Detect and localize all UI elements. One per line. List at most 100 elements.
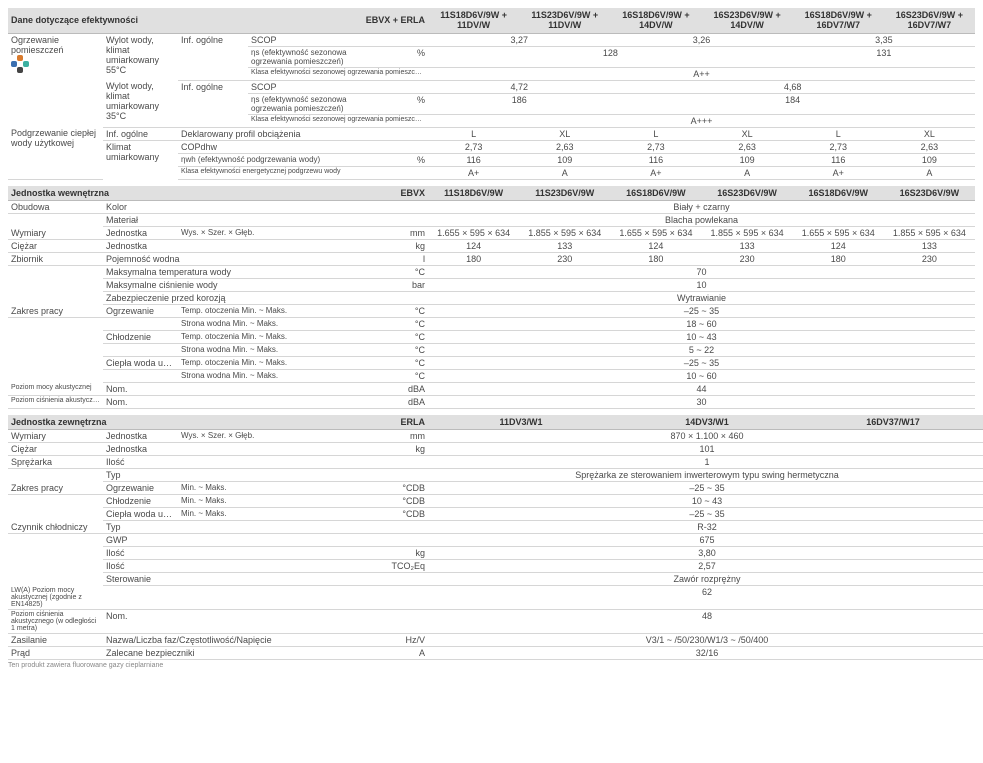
table-row: MateriałBlacha powlekana xyxy=(8,214,975,227)
value: A xyxy=(519,166,610,179)
category-cell: Poziom ciśnienia akustycznego (w odległo… xyxy=(8,609,103,633)
value: 230 xyxy=(519,253,610,266)
value: R-32 xyxy=(428,521,983,534)
subgroup-label xyxy=(103,586,388,610)
value: L xyxy=(610,127,701,140)
unit xyxy=(388,127,428,140)
value: Blacha powlekana xyxy=(428,214,975,227)
unit xyxy=(388,140,428,153)
unit xyxy=(388,573,428,586)
value: 2,63 xyxy=(519,140,610,153)
value: 70 xyxy=(428,266,975,279)
category-cell: Sprężarka xyxy=(8,456,103,469)
model-col: 16S18D6V/9W xyxy=(610,186,701,201)
model-col: 16S18D6V/9W + 16DV7/W7 xyxy=(793,8,884,33)
table-row: SprężarkaIlość1 xyxy=(8,456,983,469)
table-row: TypSprężarka ze sterowaniem inwerterowym… xyxy=(8,469,983,482)
value: A+ xyxy=(610,166,701,179)
value: 1.855 × 595 × 634 xyxy=(519,227,610,240)
category-cell: Czynnik chłodniczy xyxy=(8,521,103,534)
unit: °C xyxy=(388,370,428,383)
model-col: 11S18D6V/9W + 11DV/W xyxy=(428,8,519,33)
table-row: Zabezpieczenie przed korozją Wytrawianie xyxy=(8,292,975,305)
param-label: Min. ~ Maks. xyxy=(178,482,388,495)
subgroup-label: Maksymalna temperatura wody xyxy=(103,266,388,279)
category-cell: Podgrzewanie ciepłej wody użytkowej xyxy=(8,127,103,179)
param-label: Wys. × Szer. × Głęb. xyxy=(178,430,388,443)
subgroup-label: Typ xyxy=(103,521,388,534)
header-row: Jednostka wewnętrzna EBVX 11S18D6V/9W 11… xyxy=(8,186,975,201)
param-label: ηs (efektywność sezonowa ogrzewania pomi… xyxy=(248,46,388,67)
subgroup-label: Ciepła woda użytkowa xyxy=(103,508,178,521)
value: 2,57 xyxy=(428,560,983,573)
param-label: Temp. otoczenia Min. ~ Maks. xyxy=(178,331,388,344)
unit xyxy=(388,609,428,633)
unit: dBA xyxy=(388,383,428,396)
category-cell xyxy=(8,357,103,370)
param-label: Min. ~ Maks. xyxy=(178,495,388,508)
table-row: ChłodzenieTemp. otoczenia Min. ~ Maks.°C… xyxy=(8,331,975,344)
model-col: 14DV3/W1 xyxy=(614,415,800,430)
category-cell xyxy=(8,266,103,279)
value: 48 xyxy=(428,609,983,633)
subgroup-label: Ciepła woda użytkowa xyxy=(103,357,178,370)
unit: °C xyxy=(388,305,428,318)
table-row: Wylot wody, klimat umiarkowany 35°C Inf.… xyxy=(8,80,975,93)
unit xyxy=(388,586,428,610)
param-label: SCOP xyxy=(248,80,388,93)
category-cell xyxy=(8,534,103,547)
unit xyxy=(388,292,428,305)
value: 109 xyxy=(702,153,793,166)
table-row: Podgrzewanie ciepłej wody użytkowej Inf.… xyxy=(8,127,975,140)
table-row: SterowanieZawór rozprężny xyxy=(8,573,983,586)
model-col: 16S23D6V/9W xyxy=(884,186,975,201)
value: –25 ~ 35 xyxy=(428,482,983,495)
value: 116 xyxy=(610,153,701,166)
value: Wytrawianie xyxy=(428,292,975,305)
category-cell: Ciężar xyxy=(8,443,103,456)
value: 3,80 xyxy=(428,547,983,560)
category-cell: Wymiary xyxy=(8,430,103,443)
unit: % xyxy=(388,93,428,114)
table-row: Poziom mocy akustycznejNom.dBA44 xyxy=(8,383,975,396)
unit: °C xyxy=(388,357,428,370)
param-label: Temp. otoczenia Min. ~ Maks. xyxy=(178,357,388,370)
value: 109 xyxy=(884,153,975,166)
category-cell xyxy=(8,344,103,357)
value: 131 xyxy=(793,46,975,67)
value: A++ xyxy=(428,67,975,80)
table-row: Klimat umiarkowany COPdhw 2,73 2,63 2,73… xyxy=(8,140,975,153)
subgroup-label: Ilość xyxy=(103,456,388,469)
value: Sprężarka ze sterowaniem inwerterowym ty… xyxy=(428,469,983,482)
table-row: ChłodzenieMin. ~ Maks.°CDB10 ~ 43 xyxy=(8,495,983,508)
value: 180 xyxy=(428,253,519,266)
subgroup-label: Jednostka xyxy=(103,430,178,443)
value: 180 xyxy=(793,253,884,266)
value: 1.655 × 595 × 634 xyxy=(793,227,884,240)
info-label: Inf. ogólne xyxy=(178,33,248,46)
value: 62 xyxy=(428,586,983,610)
table-row: Strona wodna Min. ~ Maks.°C10 ~ 60 xyxy=(8,370,975,383)
value: 2,73 xyxy=(428,140,519,153)
value: A xyxy=(702,166,793,179)
value: A+ xyxy=(793,166,884,179)
category-cell: LW(A) Poziom mocy akustycznej (zgodnie z… xyxy=(8,586,103,610)
category-cell xyxy=(8,547,103,560)
value: 44 xyxy=(428,383,975,396)
subgroup-label: Zabezpieczenie przed korozją xyxy=(103,292,388,305)
value: 32/16 xyxy=(428,646,983,659)
subgroup-label: Zalecane bezpieczniki xyxy=(103,646,388,659)
param-label: Deklarowany profil obciążenia xyxy=(178,127,388,140)
section-title: Jednostka zewnętrzna xyxy=(8,415,248,430)
unit xyxy=(388,166,428,179)
value: 1.855 × 595 × 634 xyxy=(702,227,793,240)
value: 124 xyxy=(610,240,701,253)
param-label: Min. ~ Maks. xyxy=(178,508,388,521)
value: 675 xyxy=(428,534,983,547)
unit: °CDB xyxy=(388,482,428,495)
category-cell xyxy=(8,508,103,521)
unit: dBA xyxy=(388,396,428,409)
unit: kg xyxy=(388,443,428,456)
value: 184 xyxy=(610,93,975,114)
category-cell: Zasilanie xyxy=(8,633,103,646)
